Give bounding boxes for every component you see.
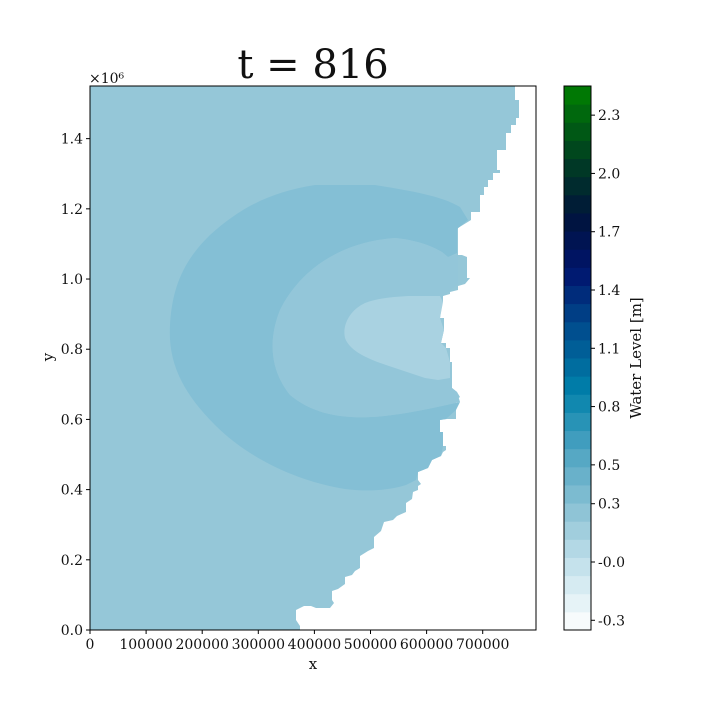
colorbar-tick-label: 0.5 <box>598 458 620 474</box>
colorbar-tick-label: -0.0 <box>598 555 625 571</box>
y-tick-label: 0.2 <box>61 553 83 569</box>
core-region <box>344 296 450 380</box>
y-axis: 0.0 0.2 0.4 0.6 0.8 1.0 1.2 1.4 <box>61 132 90 639</box>
colorbar-segment <box>564 521 591 540</box>
colorbar-tick-label: 1.4 <box>598 283 620 299</box>
x-tick-label: 100000 <box>119 637 172 653</box>
colorbar-segment <box>564 394 591 413</box>
y-axis-label: y <box>39 352 57 362</box>
colorbar-segment <box>564 140 591 160</box>
colorbar-segment <box>564 575 591 595</box>
colorbar-segment <box>564 484 591 504</box>
colorbar-segment <box>564 231 591 250</box>
colorbar-segment <box>564 194 591 214</box>
colorbar-segment <box>564 412 591 432</box>
colorbar-segment <box>564 448 591 468</box>
chart-title: t = 816 <box>237 42 388 88</box>
colorbar-segment <box>564 339 591 359</box>
colorbar-segment <box>564 557 591 577</box>
x-tick-label: 600000 <box>400 637 453 653</box>
colorbar-segment <box>564 86 591 105</box>
colorbar-tick-label: 0.3 <box>598 497 620 513</box>
colorbar-segment <box>564 593 591 613</box>
colorbar-segment <box>564 122 591 141</box>
colorbar-segment <box>564 285 591 305</box>
x-axis-label: x <box>309 655 318 673</box>
y-tick-label: 0.4 <box>61 483 83 499</box>
plot-frame <box>89 85 537 631</box>
y-tick-label: 1.0 <box>61 272 83 288</box>
colorbar-frame <box>563 85 592 631</box>
colorbar-tick-label: 2.3 <box>598 108 620 124</box>
outer-ring-region <box>169 185 468 491</box>
y-tick-label: 1.2 <box>61 202 83 218</box>
colorbar-segment <box>564 611 591 631</box>
x-tick-label: 400000 <box>288 637 341 653</box>
colorbar-segment <box>564 104 591 123</box>
x-tick-label: 300000 <box>232 637 285 653</box>
colorbar-tick-label: 1.1 <box>598 341 620 357</box>
y-tick-label: 1.4 <box>61 132 83 148</box>
colorbar-segment <box>564 212 591 232</box>
x-tick-label: 500000 <box>344 637 397 653</box>
y-tick-label: 0.6 <box>61 412 83 428</box>
colorbar-segment <box>564 249 591 268</box>
x-tick-label: 0 <box>86 637 95 653</box>
colorbar-segment <box>564 267 591 286</box>
colorbar-tick-label: 0.8 <box>598 400 620 416</box>
plot-area <box>89 85 537 631</box>
colorbar: -0.3 -0.0 0.3 0.5 0.8 1.1 1.4 1.7 2.0 2.3 <box>563 85 625 631</box>
colorbar-segment <box>564 303 591 323</box>
colorbar-label: Water Level [m] <box>627 297 645 419</box>
colorbar-tick-label: 2.0 <box>598 166 620 182</box>
y-tick-label: 0.0 <box>61 623 83 639</box>
x-tick-label: 700000 <box>456 637 509 653</box>
colorbar-segment <box>564 321 591 341</box>
colorbar-segment <box>564 466 591 486</box>
x-axis: 0 100000 200000 300000 400000 500000 600000 700… <box>86 630 509 653</box>
x-tick-label: 200000 <box>175 637 228 653</box>
colorbar-segment <box>564 430 591 450</box>
colorbar-segment <box>564 376 591 395</box>
colorbar-segment <box>564 158 591 178</box>
colorbar-segment <box>564 539 591 558</box>
y-offset-label: ×10⁶ <box>89 71 125 87</box>
colorbar-tick-label: 1.7 <box>598 225 620 241</box>
colorbar-segment <box>564 358 591 377</box>
colorbar-segment <box>564 503 591 522</box>
y-tick-label: 0.8 <box>61 342 83 358</box>
colorbar-tick-label: -0.3 <box>598 613 625 629</box>
colorbar-segment <box>564 176 591 196</box>
